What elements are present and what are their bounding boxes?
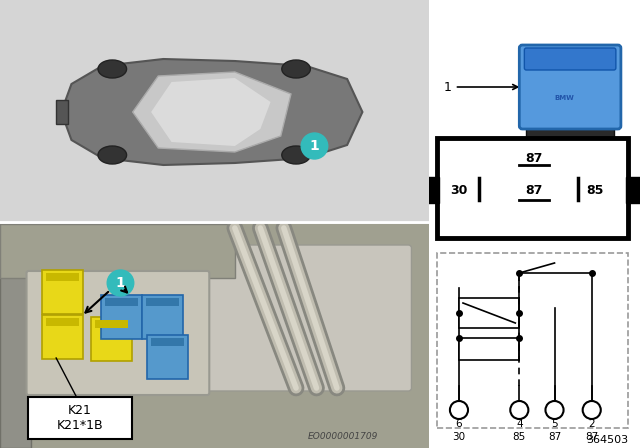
Text: EO0000001709: EO0000001709	[307, 431, 378, 440]
FancyBboxPatch shape	[42, 315, 83, 359]
Ellipse shape	[98, 146, 127, 164]
Bar	[0, 224, 235, 278]
Circle shape	[108, 270, 134, 296]
Bar	[532, 151, 543, 181]
Text: 87: 87	[525, 184, 543, 197]
Text: 87: 87	[548, 432, 561, 442]
Bar	[151, 338, 184, 346]
Bar	[95, 320, 127, 328]
Text: 1: 1	[444, 81, 518, 94]
FancyBboxPatch shape	[519, 45, 621, 129]
Circle shape	[301, 133, 328, 159]
Text: 87: 87	[525, 151, 543, 164]
FancyBboxPatch shape	[28, 397, 132, 439]
Text: 85: 85	[513, 432, 526, 442]
Bar	[459, 298, 519, 328]
Text: BMW: BMW	[555, 95, 575, 101]
Bar	[56, 100, 68, 124]
Ellipse shape	[282, 146, 310, 164]
Bar	[146, 298, 179, 306]
Text: 6: 6	[456, 419, 462, 429]
Text: 30: 30	[452, 432, 465, 442]
Bar	[437, 253, 628, 428]
Bar	[593, 151, 603, 181]
Circle shape	[450, 401, 468, 419]
Ellipse shape	[282, 60, 310, 78]
Text: 85: 85	[586, 184, 604, 197]
Text: 1: 1	[310, 139, 319, 153]
Text: 2: 2	[588, 419, 595, 429]
Circle shape	[582, 401, 601, 419]
FancyBboxPatch shape	[26, 271, 209, 395]
Text: 4: 4	[516, 419, 523, 429]
Polygon shape	[151, 78, 271, 146]
Bar	[626, 177, 640, 203]
Bar	[46, 273, 79, 281]
FancyBboxPatch shape	[142, 295, 183, 339]
Bar	[46, 318, 79, 326]
Bar	[459, 338, 519, 360]
FancyBboxPatch shape	[91, 317, 132, 361]
Bar	[105, 298, 138, 306]
Circle shape	[510, 401, 529, 419]
Bar	[437, 138, 628, 238]
Text: 5: 5	[551, 419, 558, 429]
Polygon shape	[132, 72, 291, 152]
Circle shape	[545, 401, 564, 419]
FancyBboxPatch shape	[526, 123, 614, 157]
FancyBboxPatch shape	[524, 48, 616, 70]
Text: K21
K21*1B: K21 K21*1B	[56, 404, 103, 432]
Ellipse shape	[98, 60, 127, 78]
Text: 30: 30	[451, 184, 468, 197]
Bar	[552, 151, 563, 181]
FancyBboxPatch shape	[42, 270, 83, 314]
FancyBboxPatch shape	[101, 295, 142, 339]
Bar	[573, 151, 582, 181]
Bar	[423, 177, 439, 203]
FancyBboxPatch shape	[201, 245, 412, 391]
Text: 87: 87	[585, 432, 598, 442]
Text: 1: 1	[116, 276, 125, 290]
Text: 364503: 364503	[586, 435, 628, 445]
Polygon shape	[61, 59, 362, 165]
FancyBboxPatch shape	[147, 335, 188, 379]
Bar	[0, 224, 31, 448]
